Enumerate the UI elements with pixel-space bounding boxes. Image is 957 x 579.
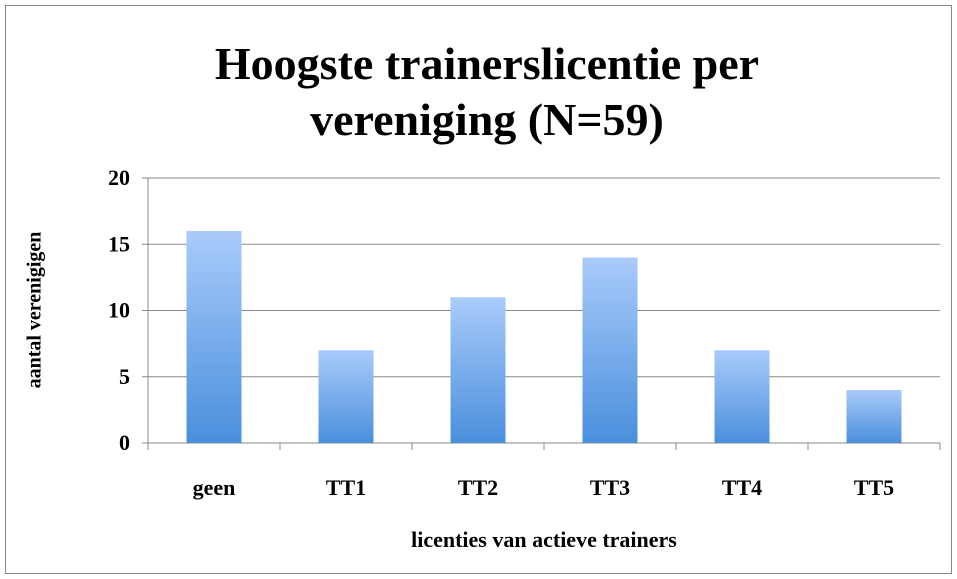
chart-title: Hoogste trainerslicentie per vereniging … <box>214 38 760 145</box>
bar <box>450 297 506 443</box>
y-tick-label: 0 <box>119 430 130 455</box>
y-tick-label: 20 <box>108 165 130 190</box>
chart-border <box>5 5 952 574</box>
x-tick-label: TT5 <box>854 475 894 500</box>
bar <box>714 350 770 443</box>
x-tick-label: TT2 <box>458 475 498 500</box>
bar <box>186 231 242 443</box>
bar <box>582 257 638 443</box>
y-axis-label: aantal verenigigen <box>24 232 46 389</box>
x-tick-label: TT4 <box>722 475 762 500</box>
x-tick-label: TT1 <box>326 475 366 500</box>
y-tick-label: 15 <box>108 231 130 256</box>
x-tick-label: geen <box>193 475 236 500</box>
y-tick-label: 5 <box>119 364 130 389</box>
y-tick-label: 10 <box>108 298 130 323</box>
bar <box>846 390 902 443</box>
bar <box>318 350 374 443</box>
x-axis-label: licenties van actieve trainers <box>411 527 677 552</box>
x-tick-label: TT3 <box>590 475 630 500</box>
